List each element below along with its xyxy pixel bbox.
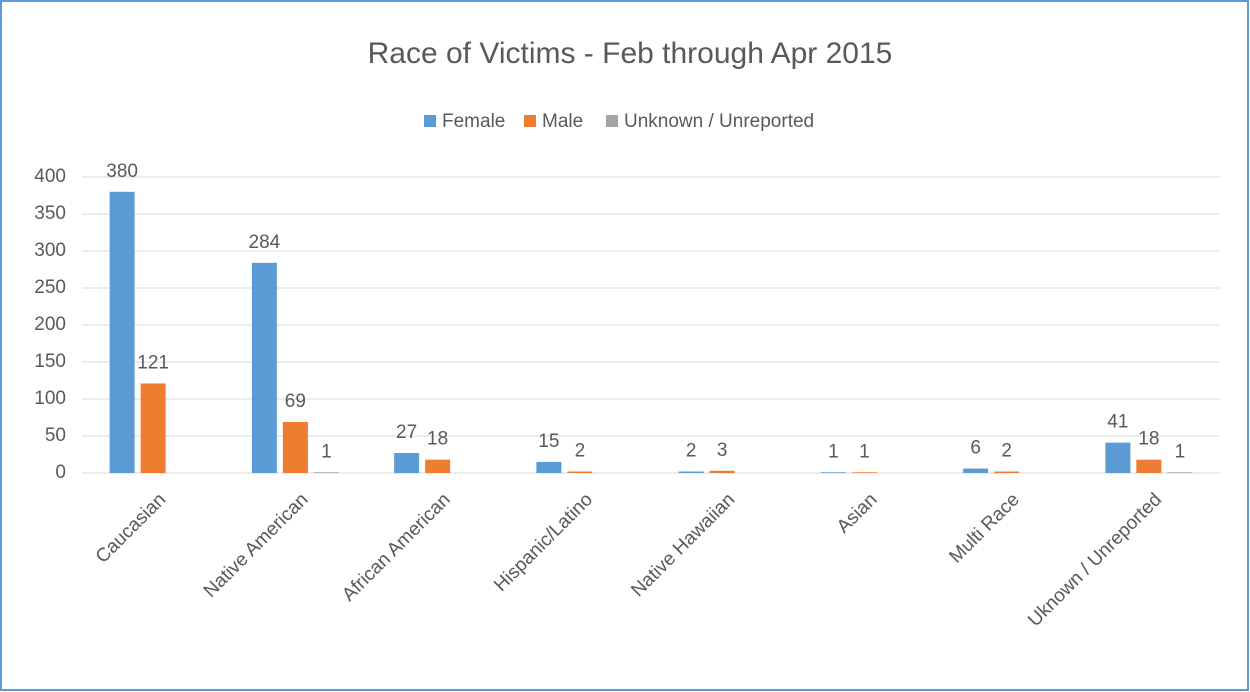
legend-label: Male	[542, 111, 583, 132]
bar	[963, 468, 989, 473]
y-tick-label: 0	[55, 462, 66, 483]
data-label: 380	[106, 161, 138, 182]
bar	[994, 471, 1020, 473]
legend-swatch	[424, 115, 436, 127]
legend-swatch	[524, 115, 536, 127]
bar	[536, 461, 562, 473]
data-label: 1	[1175, 441, 1186, 462]
data-label: 27	[396, 422, 417, 443]
data-label: 69	[285, 391, 306, 412]
y-tick-label: 200	[34, 314, 66, 335]
data-label: 18	[1138, 429, 1159, 450]
y-tick-label: 150	[34, 351, 66, 372]
bar	[851, 472, 877, 473]
legend-label: Unknown / Unreported	[624, 111, 814, 132]
bar	[251, 262, 277, 473]
y-tick-label: 50	[45, 425, 66, 446]
bar	[425, 459, 451, 473]
legend-swatch	[606, 115, 618, 127]
data-label: 284	[249, 232, 281, 253]
data-label: 1	[859, 441, 870, 462]
bar	[109, 191, 135, 474]
y-tick-label: 100	[34, 388, 66, 409]
data-label: 121	[137, 352, 169, 373]
bar	[567, 471, 593, 473]
data-label: 2	[686, 441, 697, 462]
bar	[1167, 472, 1193, 473]
data-label: 1	[321, 441, 332, 462]
y-tick-label: 400	[34, 166, 66, 187]
legend-label: Female	[442, 111, 505, 132]
bar	[313, 472, 339, 473]
data-label: 18	[427, 429, 448, 450]
bar	[394, 453, 420, 473]
data-label: 2	[575, 441, 586, 462]
data-label: 1	[828, 441, 839, 462]
chart-title: Race of Victims - Feb through Apr 2015	[368, 37, 893, 70]
data-label: 3	[717, 440, 728, 461]
data-label: 6	[970, 438, 981, 459]
bar	[1105, 442, 1131, 473]
bar	[282, 421, 308, 473]
bar	[709, 470, 735, 473]
y-tick-label: 250	[34, 277, 66, 298]
data-label: 41	[1107, 412, 1128, 433]
bar	[678, 471, 704, 473]
bar	[140, 383, 166, 473]
y-tick-label: 300	[34, 240, 66, 261]
data-label: 15	[538, 431, 559, 452]
bar	[820, 472, 846, 473]
bar	[1136, 459, 1162, 473]
data-label: 2	[1001, 441, 1012, 462]
y-tick-label: 350	[34, 203, 66, 224]
